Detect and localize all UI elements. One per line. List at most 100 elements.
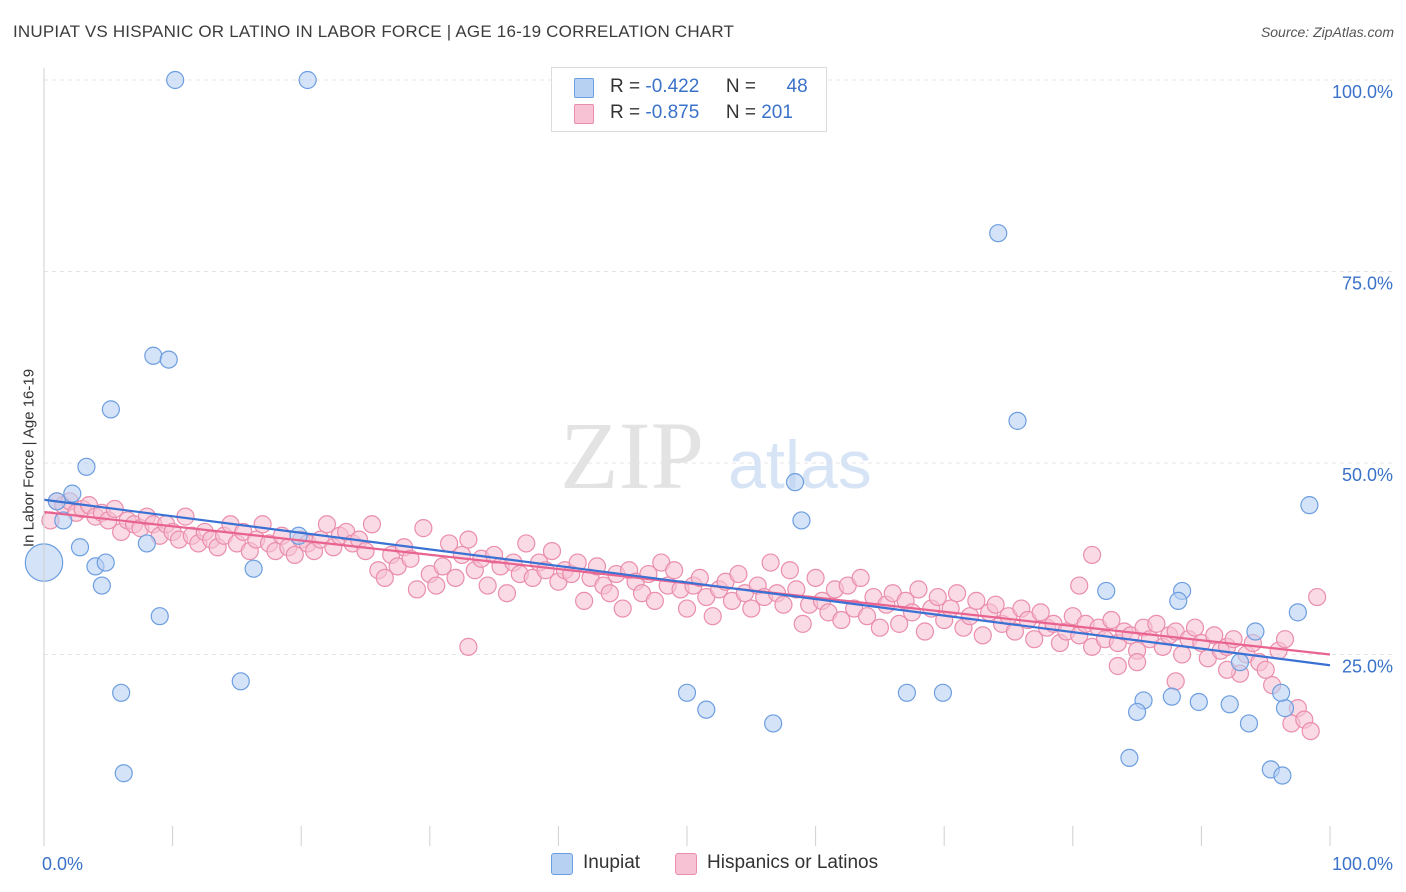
hispanic-point	[1070, 576, 1089, 595]
hispanic-point	[947, 584, 967, 603]
hispanic-point	[414, 519, 433, 538]
inupiat-point	[792, 511, 811, 530]
inupiat-point	[92, 576, 111, 595]
hispanic-point	[645, 591, 664, 610]
hispanic-point	[1031, 603, 1050, 622]
hispanic-point	[613, 599, 632, 618]
legend-n-label: N =	[725, 102, 756, 123]
inupiat-trend-line	[43, 498, 1331, 667]
hispanic-point	[575, 591, 594, 610]
source-label: Source: ZipAtlas.com	[1260, 24, 1394, 40]
hispanic-point	[967, 591, 986, 610]
hispanic-point	[690, 568, 709, 588]
inupiat-point	[144, 346, 163, 365]
inupiat-point	[1239, 714, 1259, 733]
hispanic-point	[1127, 653, 1147, 672]
hispanic-point	[497, 584, 517, 603]
hispanic-point	[1301, 721, 1320, 741]
hispanic-point	[941, 599, 960, 618]
hispanic-point	[832, 610, 851, 630]
hispanic-point	[1102, 610, 1121, 630]
hispanic-point	[1005, 622, 1025, 641]
inupiat-points	[24, 70, 1319, 785]
hispanic-point	[890, 614, 909, 633]
y-tick-label: 25.0%	[1342, 657, 1393, 677]
bottom-legend-swatch-hispanic	[675, 853, 697, 875]
hispanic-point	[729, 564, 748, 584]
y-tick-label: 75.0%	[1342, 274, 1393, 294]
inupiat-point	[697, 700, 716, 719]
watermark-zip: ZIP	[560, 402, 704, 509]
hispanic-point	[742, 599, 761, 618]
hispanic-point	[317, 515, 337, 534]
hispanic-point	[703, 607, 722, 626]
y-axis-label: In Labor Force | Age 16-19	[20, 368, 38, 548]
inupiat-point	[112, 683, 131, 702]
inupiat-point	[298, 70, 317, 90]
inupiat-point	[1230, 653, 1250, 672]
inupiat-point	[1272, 683, 1291, 702]
legend-n-label: N =	[725, 76, 756, 97]
inupiat-point	[933, 683, 953, 702]
inupiat-point	[989, 224, 1008, 243]
inupiat-point	[150, 607, 169, 626]
hispanic-point	[1205, 626, 1224, 645]
hispanic-point	[401, 549, 420, 568]
hispanic-point	[433, 557, 452, 576]
inupiat-point	[70, 538, 90, 557]
inupiat-point	[764, 714, 783, 733]
hispanic-point	[517, 534, 536, 553]
inupiat-point	[1275, 699, 1295, 718]
hispanic-point	[761, 553, 780, 572]
bottom-legend-swatch-inupiat	[551, 853, 573, 875]
inupiat-point	[1169, 591, 1188, 610]
legend-n-value-inupiat: 48	[786, 76, 808, 97]
hispanic-point	[806, 568, 825, 588]
hispanic-point	[1275, 630, 1295, 649]
hispanic-point	[1082, 545, 1102, 565]
y-tick-label: 100.0%	[1332, 82, 1393, 102]
x-tick-label: 0.0%	[42, 854, 83, 874]
hispanic-points	[41, 492, 1327, 741]
hispanic-point	[973, 626, 992, 645]
inupiat-point	[1300, 496, 1319, 515]
inupiat-point	[1162, 687, 1181, 706]
correlation-legend: R = -0.422 N = 48 R = -0.875 N = 201	[551, 67, 827, 132]
legend-r-value-inupiat: -0.422	[645, 76, 700, 97]
hispanic-point	[356, 541, 375, 561]
hispanic-point	[600, 584, 619, 603]
inupiat-point	[1220, 695, 1239, 714]
bottom-legend-label-hispanic: Hispanics or Latinos	[707, 852, 879, 873]
hispanic-point	[478, 576, 497, 595]
x-tick-label: 100.0%	[1332, 854, 1393, 874]
inupiat-point	[1189, 692, 1208, 712]
hispanic-point	[928, 587, 947, 607]
legend-r-value-hispanic: -0.875	[645, 102, 700, 123]
hispanic-point	[787, 580, 806, 599]
hispanic-point	[446, 568, 465, 588]
inupiat-point	[1008, 411, 1027, 430]
trend-lines	[43, 498, 1331, 667]
inupiat-point	[77, 457, 96, 476]
inupiat-point	[54, 511, 73, 530]
hispanic-point	[665, 561, 684, 580]
hispanic-point	[253, 515, 272, 534]
hispanic-point	[851, 568, 870, 588]
hispanic-point	[774, 595, 793, 614]
inupiat-point	[166, 70, 185, 90]
hispanic-point	[362, 515, 382, 534]
hispanic-point	[459, 637, 478, 656]
legend-swatch-hispanic	[574, 104, 594, 124]
inupiat-point	[677, 683, 697, 702]
hispanic-point	[793, 614, 812, 633]
inupiat-point	[114, 764, 133, 783]
legend-r-label: R =	[610, 76, 641, 97]
inupiat-point	[1127, 702, 1147, 722]
y-tick-label: 50.0%	[1342, 465, 1393, 485]
inupiat-point	[897, 683, 917, 702]
legend-swatch-inupiat	[574, 78, 594, 98]
inupiat-point	[101, 400, 120, 419]
hispanic-point	[1025, 630, 1044, 649]
watermark: ZIP atlas	[560, 402, 872, 509]
